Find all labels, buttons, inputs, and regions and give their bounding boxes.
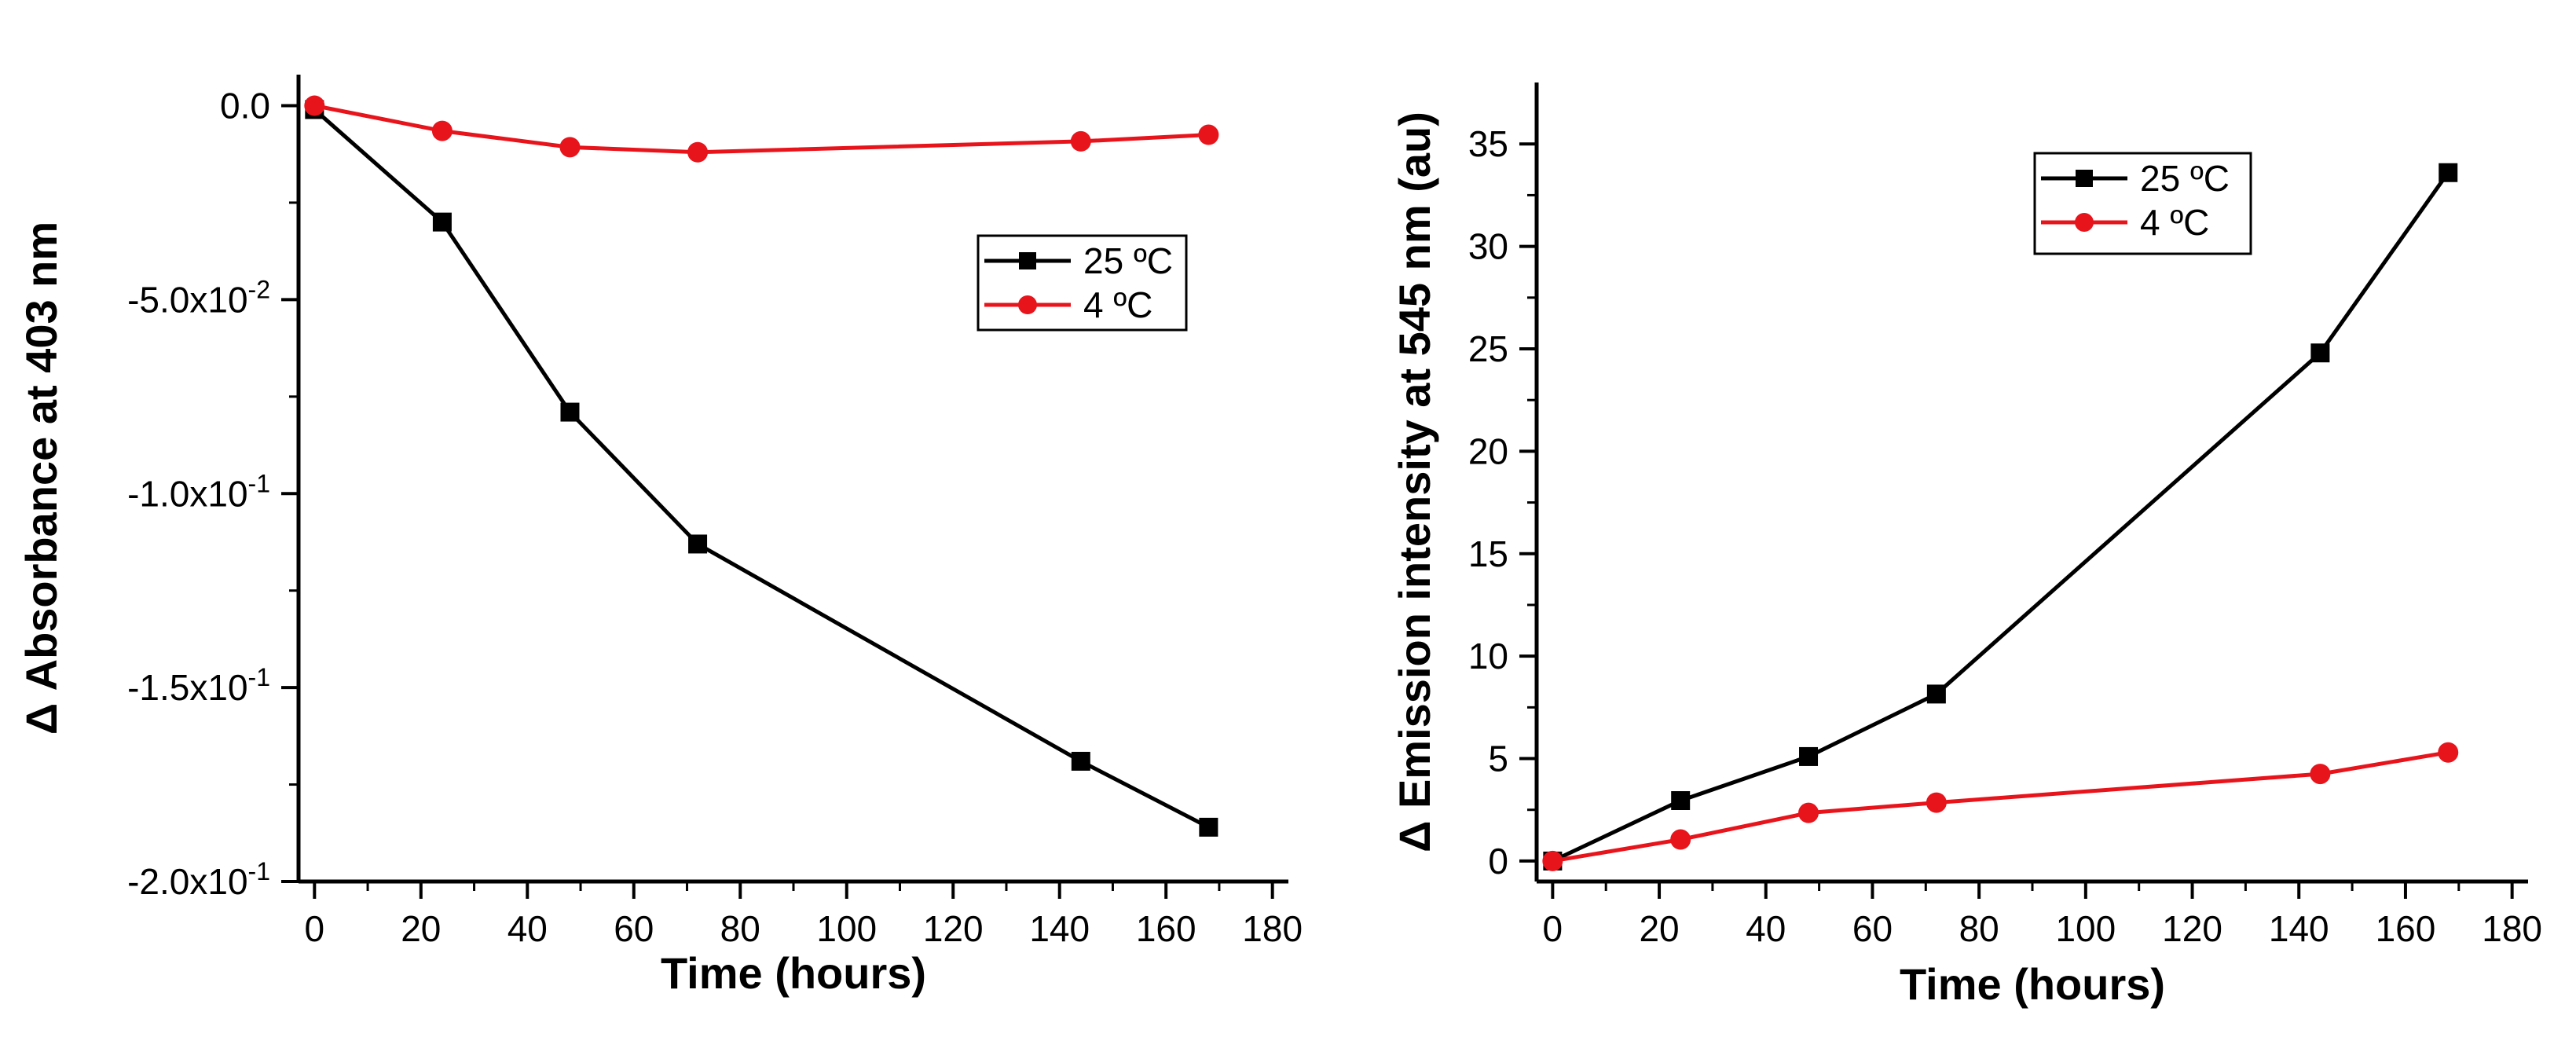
x-tick-label: 20	[401, 908, 441, 949]
y-tick-label: 20	[1468, 431, 1508, 471]
x-tick-label: 140	[1029, 908, 1090, 949]
x-tick-label: 60	[1852, 908, 1893, 949]
y-tick-label: 0	[1488, 841, 1508, 882]
data-point-25C	[432, 212, 452, 232]
data-point-4C	[559, 137, 581, 158]
data-point-4C	[1670, 829, 1691, 850]
data-point-4C	[1798, 802, 1819, 823]
legend-label: 25 ºC	[2140, 158, 2230, 199]
data-point-4C	[1926, 792, 1947, 813]
y-tick-label: 5	[1488, 739, 1508, 779]
data-point-25C	[1799, 746, 1819, 766]
y-tick-label: -1.5x10-1	[127, 663, 270, 708]
y-tick-label: 35	[1468, 123, 1508, 164]
x-tick-label: 180	[1242, 908, 1303, 949]
series-line-25C	[313, 108, 1210, 830]
x-tick-label: 140	[2269, 908, 2329, 949]
x-tick-label: 100	[2055, 908, 2116, 949]
legend-label: 4 ºC	[1083, 284, 1152, 325]
series-line-4C	[1552, 750, 2449, 863]
x-tick-label: 80	[720, 908, 760, 949]
data-point-4C	[1542, 850, 1563, 871]
x-tick-label: 0	[1543, 908, 1563, 949]
x-tick-label: 40	[508, 908, 548, 949]
legend-marker-circle	[2075, 213, 2094, 232]
legend-box	[977, 234, 1188, 332]
y-tick-label: 25	[1468, 328, 1508, 369]
data-point-25C	[560, 402, 580, 422]
absorbance-chart: 0 20 40 60 80 100 120 140 160 180 0.0 -5.0x10-2 -1.0…	[16, 75, 1303, 998]
legend-marker-circle	[1018, 295, 1037, 314]
legend-marker-square	[1019, 252, 1036, 269]
data-point-4C	[431, 120, 453, 141]
series-line-25C	[1552, 171, 2450, 863]
y-tick-label: -2.0x10-1	[127, 857, 270, 902]
data-point-4C	[2438, 742, 2459, 763]
x-tick-label: 20	[1639, 908, 1679, 949]
x-tick-label: 100	[816, 908, 877, 949]
data-point-25C	[1671, 790, 1691, 810]
data-point-25C	[1071, 751, 1090, 771]
x-tick-label: 40	[1746, 908, 1786, 949]
data-point-4C	[1070, 130, 1091, 152]
data-point-25C	[2310, 343, 2330, 363]
data-point-4C	[304, 95, 325, 116]
x-tick-label: 0	[305, 908, 325, 949]
y-tick-label: 30	[1468, 226, 1508, 267]
x-tick-label: 160	[2376, 908, 2436, 949]
y-tick-label: -1.0x10-1	[127, 469, 270, 514]
legend-label: 25 ºC	[1083, 240, 1173, 281]
legend-box	[2033, 152, 2252, 255]
x-tick-label: 80	[1959, 908, 1999, 949]
data-point-25C	[1926, 684, 1946, 704]
y-tick-label: 10	[1468, 636, 1508, 676]
data-point-4C	[2310, 764, 2331, 785]
series-line-4C	[313, 104, 1209, 155]
data-point-25C	[688, 534, 708, 554]
data-point-4C	[1198, 124, 1219, 145]
x-tick-label: 60	[614, 908, 654, 949]
emission-chart: 0 20 40 60 80 100 120 140 160 180 0 5 10 15 20 25 30 35 Ti…	[1390, 82, 2542, 1009]
y-tick-label: 15	[1468, 533, 1508, 574]
x-tick-label: 120	[2162, 908, 2222, 949]
x-axis-title: Time (hours)	[1900, 959, 2165, 1009]
data-point-4C	[687, 141, 709, 163]
x-tick-label: 160	[1136, 908, 1196, 949]
legend-label: 4 ºC	[2140, 202, 2209, 243]
legend-marker-square	[2076, 170, 2093, 187]
y-tick-label: 0.0	[220, 86, 270, 126]
x-axis-title: Time (hours)	[661, 948, 926, 998]
y-tick-label: -5.0x10-2	[127, 275, 270, 320]
x-tick-label: 180	[2482, 908, 2542, 949]
y-axis-title: Δ Absorbance at 403 nm	[16, 222, 66, 735]
data-point-25C	[2439, 163, 2458, 182]
y-axis-title: Δ Emission intensity at 545 nm (au)	[1390, 112, 1439, 852]
data-point-25C	[1199, 817, 1218, 837]
x-tick-label: 120	[923, 908, 984, 949]
